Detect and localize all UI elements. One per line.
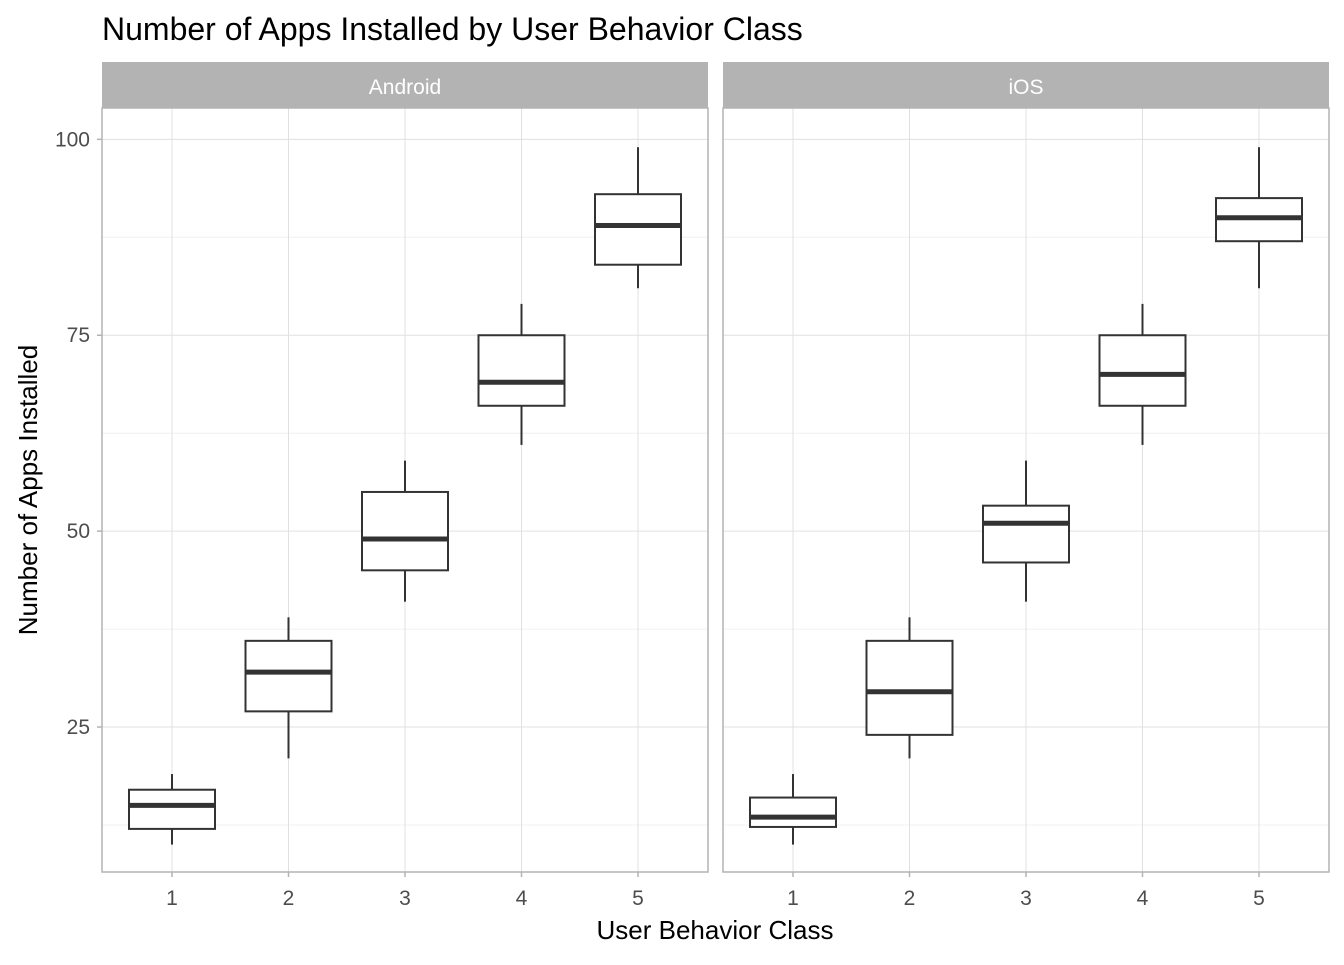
y-tick-label: 75 <box>67 324 90 347</box>
x-tick-label: 1 <box>166 887 178 910</box>
box-ios-class-3 <box>982 460 1070 602</box>
x-tick-label: 5 <box>1253 887 1265 910</box>
box-iqr <box>594 193 682 266</box>
box-ios-class-2 <box>865 617 954 759</box>
box-iqr <box>477 334 566 407</box>
facet-panel-android: Android 1 2 3 4 5 25 50 75 100 <box>55 62 709 910</box>
box-ios-class-1 <box>749 774 837 845</box>
x-tick-label: 4 <box>1137 887 1149 910</box>
x-tick-label: 3 <box>1020 887 1032 910</box>
facet-strip-label: iOS <box>1008 76 1043 99</box>
box-android-class-3 <box>361 460 449 602</box>
box-iqr <box>361 490 449 572</box>
box-iqr <box>982 504 1070 564</box>
box-android-class-1 <box>128 774 216 845</box>
x-tick-label: 2 <box>904 887 916 910</box>
facet-strip-label: Android <box>369 76 441 99</box>
y-tick-label: 100 <box>55 128 90 151</box>
y-tick-label: 50 <box>67 520 90 543</box>
box-iqr <box>1098 334 1187 407</box>
x-tick-label: 4 <box>516 887 528 910</box>
x-tick-label: 5 <box>632 887 644 910</box>
chart-title: Number of Apps Installed by User Behavio… <box>102 11 803 47</box>
facet-panel-ios: iOS 1 2 3 4 5 <box>722 62 1330 910</box>
x-tick-label: 3 <box>399 887 411 910</box>
y-tick-label: 25 <box>67 716 90 739</box>
box-iqr <box>244 639 333 713</box>
y-axis-title: Number of Apps Installed <box>13 345 43 636</box>
box-ios-class-4 <box>1098 303 1187 445</box>
box-android-class-2 <box>244 617 333 759</box>
facet-strip <box>102 62 708 108</box>
box-ios-class-5 <box>1215 147 1303 289</box>
box-android-class-4 <box>477 303 566 445</box>
box-iqr <box>865 639 954 736</box>
x-tick-label: 2 <box>283 887 295 910</box>
box-android-class-5 <box>594 147 682 289</box>
x-tick-label: 1 <box>787 887 799 910</box>
facet-panels: Android 1 2 3 4 5 25 50 75 100 iOS 1 2 3 4 5 <box>55 62 1330 910</box>
x-axis-title: User Behavior Class <box>597 915 834 945</box>
facet-strip <box>723 62 1329 108</box>
box-iqr <box>749 796 837 828</box>
box-iqr <box>128 788 216 830</box>
